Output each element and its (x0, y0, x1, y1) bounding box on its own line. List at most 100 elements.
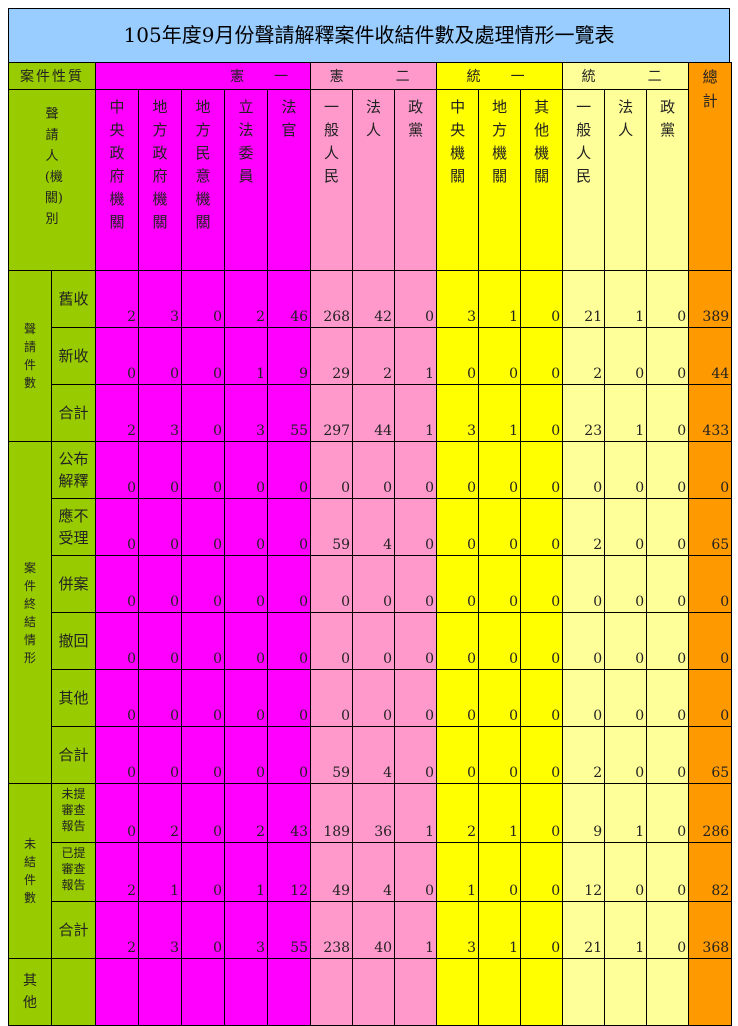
value-cell: 0 (394, 726, 438, 784)
value-cell: 2 (562, 327, 606, 385)
value-cell: 189 (310, 783, 354, 843)
value-cell: 0 (478, 726, 522, 784)
value-cell: 0 (604, 327, 648, 385)
column-header: 一般人民 (310, 89, 354, 271)
value-cell (224, 958, 268, 1026)
row-label: 未提審查報告 (51, 783, 96, 843)
group-header: 憲 一 (94, 62, 312, 90)
value-cell: 0 (181, 842, 225, 902)
value-cell (478, 958, 522, 1026)
value-cell: 0 (181, 669, 225, 727)
value-cell: 0 (224, 555, 268, 613)
row-label: 舊收 (51, 270, 96, 328)
value-cell: 43 (266, 783, 312, 843)
row-label: 新收 (51, 327, 96, 385)
column-header-text: 地方政府機關 (152, 98, 168, 231)
value-cell: 46 (266, 270, 312, 328)
row-label: 應不受理 (51, 498, 96, 556)
value-cell: 0 (266, 498, 312, 556)
value-cell: 0 (310, 669, 354, 727)
value-cell: 0 (138, 327, 182, 385)
value-cell: 0 (478, 498, 522, 556)
value-cell: 1 (604, 270, 648, 328)
value-cell: 0 (181, 384, 225, 442)
value-cell: 1 (478, 270, 522, 328)
table-row: 新收 0 0 0 1 9 29 2 1 0 0 0 2 0 0 44 (9, 327, 733, 385)
value-cell: 1 (224, 842, 268, 902)
column-header-text: 政黨 (660, 98, 676, 139)
section-label: 其他 (8, 958, 52, 1026)
value-cell: 0 (95, 498, 139, 556)
total-header-text: 總計 (702, 68, 718, 110)
value-cell: 0 (520, 384, 564, 442)
total-cell: 433 (688, 384, 733, 442)
table-row: 案件終結情形 公布解釋 0 0 0 0 0 0 0 0 0 0 0 0 0 0 0 (8, 441, 733, 784)
value-cell: 0 (604, 726, 648, 784)
value-cell: 2 (436, 783, 480, 843)
row-label-text: 應不受理 (58, 507, 89, 547)
table-row: 合計 2 3 0 3 55 297 44 1 3 1 0 23 1 0 433 (9, 384, 733, 442)
value-cell: 2 (352, 327, 396, 385)
section-label: 案件終結情形 (8, 441, 52, 784)
value-cell: 1 (478, 384, 522, 442)
value-cell: 0 (181, 726, 225, 784)
row-label-text: 撤回 (58, 632, 89, 650)
column-header-text: 法人 (366, 98, 382, 139)
value-cell: 0 (646, 384, 690, 442)
value-cell: 0 (224, 612, 268, 670)
table-row: 合計 0 0 0 0 0 59 4 0 0 0 0 2 0 0 65 (9, 726, 733, 784)
value-cell: 0 (181, 901, 225, 959)
value-cell: 3 (436, 270, 480, 328)
value-cell: 0 (562, 555, 606, 613)
value-cell: 0 (310, 555, 354, 613)
column-header-text: 中央政府機關 (109, 98, 125, 231)
column-header: 中央機關 (436, 89, 480, 271)
column-header-text: 地方機關 (492, 98, 508, 185)
row-label-text: 未提審查報告 (61, 787, 86, 833)
column-header: 法人 (604, 89, 648, 271)
value-cell: 0 (138, 669, 182, 727)
value-cell: 4 (352, 842, 396, 902)
value-cell: 0 (520, 901, 564, 959)
value-cell (266, 958, 312, 1026)
value-cell: 1 (394, 783, 438, 843)
value-cell: 59 (310, 498, 354, 556)
value-cell: 55 (266, 384, 312, 442)
value-cell: 49 (310, 842, 354, 902)
report-sheet: 105年度9月份聲請解釋案件收結件數及處理情形一覽表 案件性質憲 一憲 二統 一… (8, 8, 733, 1026)
value-cell: 0 (95, 783, 139, 843)
value-cell: 1 (436, 842, 480, 902)
value-cell: 0 (95, 327, 139, 385)
value-cell: 0 (181, 612, 225, 670)
statistics-table: 案件性質憲 一憲 二統 一統 二總計 聲請人(機關)別 中央政府機關 地方政府機關 地方… (8, 62, 733, 1026)
column-header-text: 政黨 (408, 98, 424, 139)
row-label-text: 其他 (58, 689, 89, 707)
row-label-text: 舊收 (58, 290, 89, 308)
section-label: 未結件數 (8, 783, 52, 959)
value-cell: 1 (394, 327, 438, 385)
value-cell: 1 (478, 901, 522, 959)
value-cell: 0 (604, 669, 648, 727)
value-cell: 0 (138, 498, 182, 556)
value-cell: 0 (646, 555, 690, 613)
value-cell (95, 958, 139, 1026)
value-cell: 1 (394, 384, 438, 442)
value-cell: 0 (646, 327, 690, 385)
total-cell: 286 (688, 783, 733, 843)
value-cell (562, 958, 606, 1026)
value-cell: 0 (646, 669, 690, 727)
value-cell: 0 (181, 555, 225, 613)
row-label: 已提審查報告 (51, 842, 96, 902)
value-cell: 3 (138, 901, 182, 959)
value-cell: 2 (95, 270, 139, 328)
total-cell: 44 (688, 327, 733, 385)
value-cell: 42 (352, 270, 396, 328)
table-row: 撤回 0 0 0 0 0 0 0 0 0 0 0 0 0 0 0 (9, 612, 733, 670)
section-label-text: 其他 (22, 973, 37, 1011)
table-row: 聲請件數 舊收 2 3 0 2 46 268 42 0 3 1 0 21 1 0 389 (8, 270, 733, 442)
value-cell: 0 (181, 783, 225, 843)
value-cell: 0 (181, 441, 225, 499)
table-row: 合計 2 3 0 3 55 238 40 1 3 1 0 21 1 0 368 (9, 901, 733, 959)
value-cell: 0 (520, 612, 564, 670)
value-cell (604, 958, 648, 1026)
